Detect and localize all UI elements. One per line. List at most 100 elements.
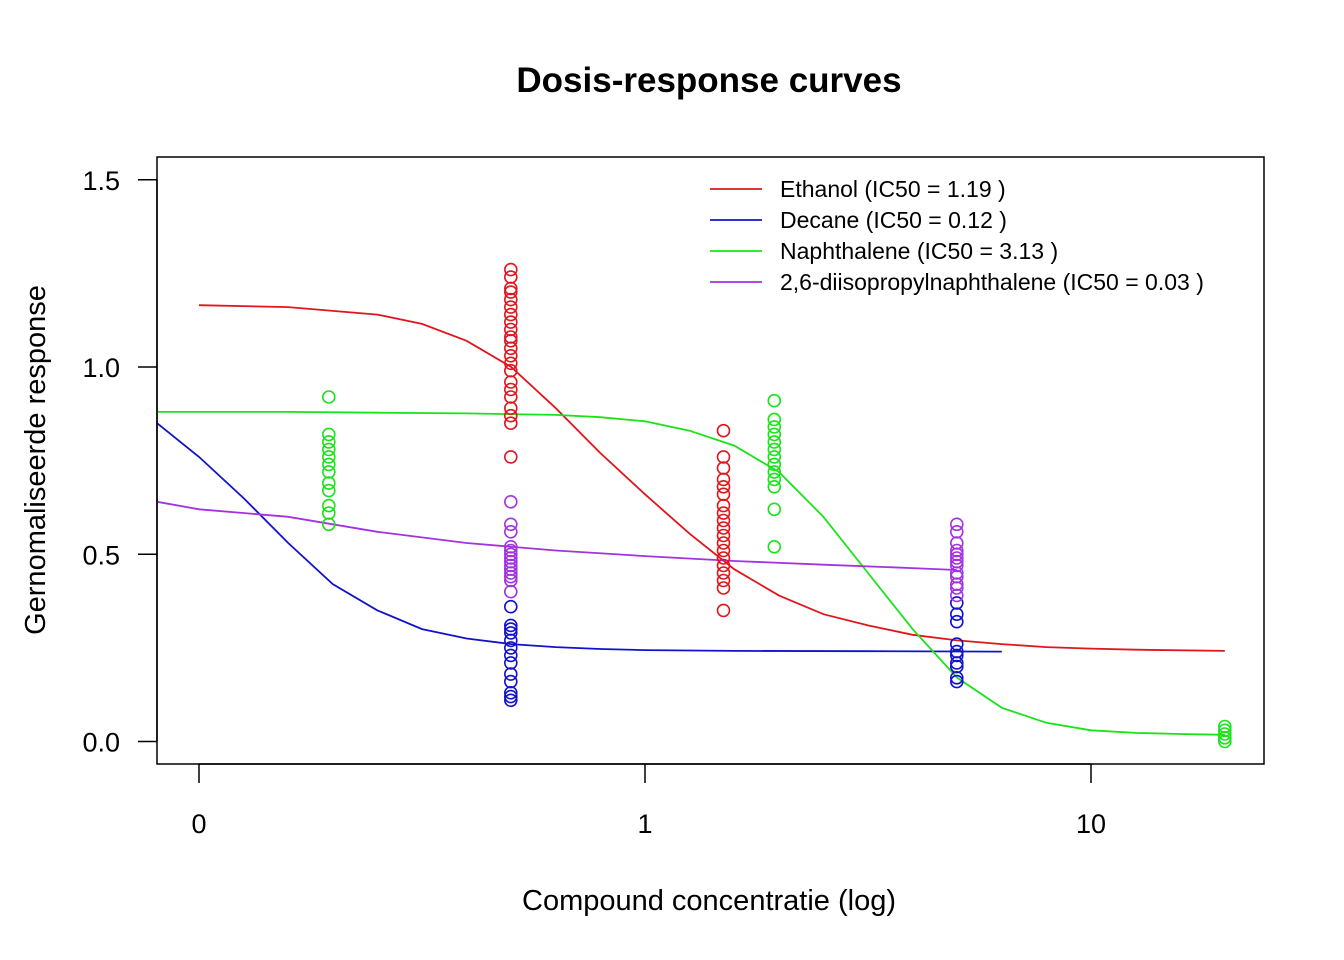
data-point-series-1	[716, 450, 731, 464]
data-point-series-3	[321, 517, 336, 532]
data-point-series-3	[767, 442, 782, 457]
x-axis-label: Compound concentratie (log)	[522, 885, 896, 917]
data-point-series-3	[321, 476, 336, 490]
data-point-series-1	[503, 333, 518, 348]
data-point-series-4	[949, 588, 964, 603]
data-point-series-3	[767, 539, 782, 554]
data-point-series-1	[716, 543, 731, 558]
data-point-series-3	[767, 502, 782, 517]
points-layer	[321, 262, 1232, 749]
data-point-series-3	[767, 412, 782, 427]
y-tick-label: 0.5	[82, 540, 120, 570]
curve-series-4	[157, 500, 957, 571]
data-point-series-2	[949, 670, 964, 685]
data-point-series-1	[716, 581, 731, 595]
data-point-series-1	[503, 401, 518, 416]
data-point-series-4	[949, 551, 964, 565]
data-point-series-3	[321, 506, 336, 520]
data-point-series-2	[949, 614, 964, 629]
data-point-series-3	[767, 420, 782, 434]
data-point-series-3	[767, 393, 782, 408]
data-point-series-2	[503, 656, 518, 670]
data-point-series-1	[503, 315, 518, 329]
data-point-series-1	[503, 382, 518, 397]
data-point-series-1	[503, 341, 518, 356]
data-point-series-4	[949, 581, 964, 595]
data-point-series-3	[767, 457, 782, 472]
data-point-series-4	[503, 566, 518, 580]
curve-series-3	[157, 410, 1225, 736]
chart-title: Dosis-response curves	[516, 61, 901, 100]
x-tick-label: 0	[191, 809, 206, 839]
data-point-series-1	[503, 292, 518, 307]
data-point-series-1	[716, 536, 731, 550]
data-point-series-1	[503, 348, 518, 363]
data-point-series-1	[716, 487, 731, 502]
data-point-series-3	[321, 483, 336, 498]
data-point-series-2	[503, 633, 518, 648]
data-point-series-1	[716, 423, 731, 438]
data-point-series-1	[716, 472, 731, 487]
x-tick-label: 10	[1076, 809, 1106, 839]
legend-label-4: 2,6-diisopropylnaphthalene (IC50 = 0.03 …	[780, 269, 1204, 295]
legend: Ethanol (IC50 = 1.19 ) Decane (IC50 = 0.1…	[710, 176, 1204, 295]
data-point-series-1	[716, 573, 731, 588]
data-point-series-3	[321, 457, 336, 472]
data-point-series-1	[716, 528, 731, 543]
legend-label-2: Decane (IC50 = 0.12 )	[780, 207, 1007, 233]
data-point-series-3	[321, 442, 336, 457]
data-point-series-2	[503, 685, 518, 700]
data-point-series-3	[1218, 734, 1232, 749]
data-point-series-3	[321, 498, 336, 513]
data-point-series-4	[503, 584, 518, 599]
data-point-series-4	[503, 494, 518, 509]
data-point-series-3	[1218, 727, 1232, 741]
curve-series-1	[198, 304, 1225, 652]
data-point-series-3	[767, 450, 782, 464]
data-point-series-2	[503, 641, 518, 655]
data-point-series-3	[321, 390, 336, 404]
data-point-series-1	[503, 390, 518, 404]
data-point-series-4	[503, 569, 518, 584]
data-point-series-2	[503, 667, 518, 681]
data-point-series-2	[503, 689, 518, 704]
data-point-series-1	[716, 603, 731, 618]
data-point-series-3	[767, 427, 782, 442]
data-point-series-3	[767, 465, 782, 479]
data-point-series-3	[767, 472, 782, 487]
data-point-series-1	[716, 521, 731, 535]
data-point-series-3	[321, 465, 336, 479]
data-point-series-3	[321, 427, 336, 442]
y-axis: 0.0 0.5 1.0 1.5	[82, 166, 158, 758]
data-point-series-1	[503, 416, 518, 431]
data-point-series-1	[503, 356, 518, 371]
data-point-series-1	[503, 375, 518, 389]
data-point-series-1	[716, 551, 731, 565]
data-point-series-1	[503, 270, 518, 284]
data-point-series-4	[503, 517, 518, 532]
data-point-series-3	[1218, 730, 1232, 745]
data-point-series-2	[949, 674, 964, 689]
data-point-series-3	[321, 450, 336, 464]
data-point-series-2	[949, 607, 964, 622]
x-axis: 0 1 10	[191, 763, 1106, 839]
y-tick-label: 1.0	[82, 353, 120, 383]
data-point-series-1	[503, 450, 518, 464]
data-point-series-1	[716, 479, 731, 494]
data-point-series-1	[503, 408, 518, 423]
data-point-series-2	[503, 693, 518, 708]
legend-label-3: Naphthalene (IC50 = 3.13 )	[780, 238, 1058, 264]
data-point-series-2	[949, 648, 964, 663]
data-point-series-2	[949, 656, 964, 670]
data-point-series-4	[949, 517, 964, 532]
data-point-series-2	[503, 618, 518, 633]
legend-label-1: Ethanol (IC50 = 1.19 )	[780, 176, 1006, 202]
data-point-series-1	[716, 558, 731, 573]
data-point-series-1	[716, 498, 731, 513]
curves-layer	[157, 304, 1225, 736]
data-point-series-1	[716, 461, 731, 475]
data-point-series-2	[503, 648, 518, 663]
y-tick-label: 0.0	[82, 728, 120, 758]
